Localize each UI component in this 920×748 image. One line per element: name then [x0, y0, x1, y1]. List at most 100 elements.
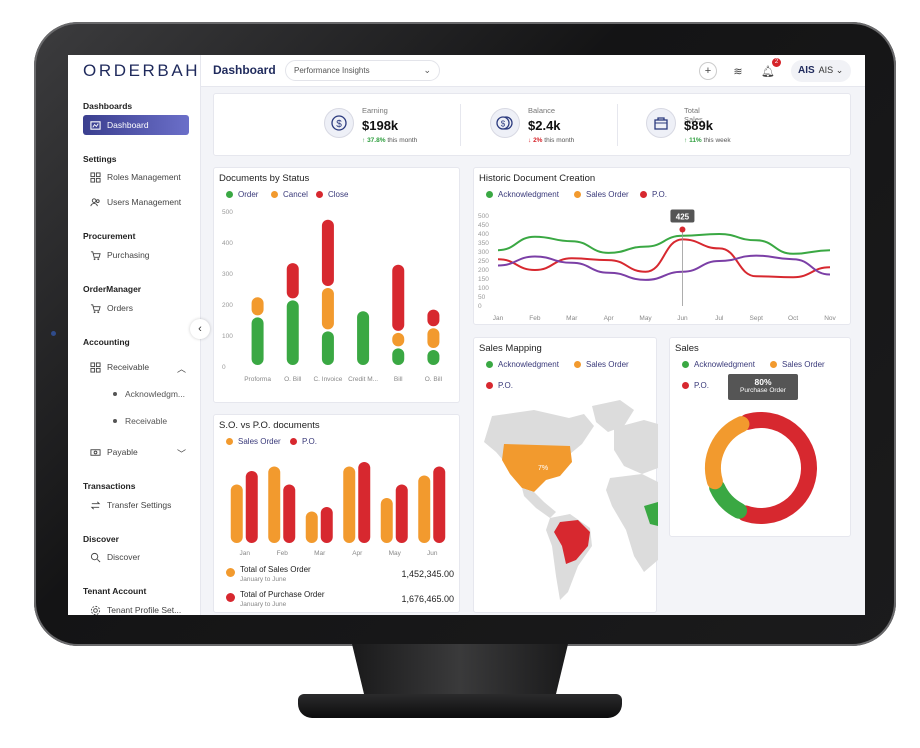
legend-acknowledgment[interactable]: Acknowledgment — [486, 190, 559, 199]
total-sales-order-value: 1,452,345.00 — [401, 569, 454, 579]
user-menu[interactable]: AIS AIS ⌄ — [791, 60, 851, 82]
chevron-down-icon[interactable]: ﹀ — [176, 449, 186, 459]
sales-card: Sales Acknowledgment Sales Order P.O. 80… — [669, 337, 851, 537]
notification-badge: 2 — [772, 58, 781, 67]
insights-select[interactable]: Performance Insights ⌄ — [285, 60, 440, 81]
donut-slice-po — [737, 412, 817, 524]
documents-bar-chart: 0 100 200 300 400 500 Proforma O. Bill C. Invoic… — [222, 209, 443, 383]
bar-order — [427, 349, 440, 365]
bar-order — [321, 331, 334, 365]
card-title: Documents by Status — [219, 173, 310, 184]
sidebar-item-users-management[interactable]: Users Management — [90, 192, 181, 212]
x-tick-label: Apr — [604, 315, 615, 322]
y-tick-label: 300 — [222, 271, 233, 278]
sidebar-item-receivable[interactable]: Receivable — [90, 357, 149, 377]
legend-po[interactable]: P.O. — [486, 381, 513, 390]
map-greenland[interactable] — [592, 400, 634, 432]
legend-acknowledgment[interactable]: Acknowledgment — [682, 360, 755, 369]
coins-icon: $ — [490, 108, 520, 138]
y-tick-label: 300 — [478, 249, 489, 256]
legend-po[interactable]: P.O. — [640, 190, 667, 199]
bullet-icon — [113, 392, 117, 396]
map-africa[interactable] — [606, 474, 658, 572]
sidebar-item-roles-management[interactable]: Roles Management — [90, 167, 181, 187]
map-usa[interactable] — [502, 444, 572, 492]
x-tick-label: Jul — [715, 315, 724, 322]
x-tick-label: Feb — [277, 550, 289, 557]
sidebar-item-orders[interactable]: Orders — [90, 298, 133, 318]
sidebar-item-purchasing[interactable]: Purchasing — [90, 245, 150, 265]
x-tick-label: Bill — [394, 376, 403, 383]
tooltip-value: 425 — [676, 213, 690, 222]
bell-icon: 🔔︎ — [761, 65, 775, 78]
bar-salesorder — [305, 511, 318, 543]
map-africa-highlight[interactable] — [644, 502, 658, 526]
so-vs-po-card: S.O. vs P.O. documents Sales Order P.O. … — [213, 414, 460, 613]
sidebar-item-payable[interactable]: Payable — [90, 442, 138, 462]
highlight-point — [679, 226, 686, 233]
add-button[interactable]: + — [699, 62, 717, 80]
y-tick-label: 200 — [222, 302, 233, 309]
bar-po — [283, 484, 296, 543]
legend-sales-order[interactable]: Sales Order — [574, 190, 629, 199]
y-tick-label: 500 — [478, 213, 489, 220]
monitor-stand-neck — [352, 644, 568, 698]
x-tick-label: Oct — [788, 315, 798, 322]
legend-order[interactable]: Order — [226, 190, 258, 199]
legend-po[interactable]: P.O. — [290, 437, 317, 446]
legend-sales-order[interactable]: Sales Order — [574, 360, 629, 369]
layers-button[interactable]: ≋ — [729, 62, 747, 80]
world-map[interactable]: 7% — [474, 396, 658, 614]
chevron-left-icon: ‹ — [198, 323, 202, 335]
sidebar-item-tenant-profile[interactable]: Tenant Profile Set... — [90, 600, 181, 615]
legend-cancel[interactable]: Cancel — [271, 190, 308, 199]
bar-salesorder — [268, 466, 281, 543]
y-tick-label: 500 — [222, 209, 233, 216]
total-sales-order: Total of Sales Order January to June — [226, 565, 311, 583]
x-tick-label: Mar — [566, 315, 578, 322]
map-central-america[interactable] — [522, 488, 556, 518]
legend-sales-order[interactable]: Sales Order — [770, 360, 825, 369]
y-tick-label: 200 — [478, 267, 489, 274]
legend-close[interactable]: Close — [316, 190, 348, 199]
bar-po — [320, 507, 333, 543]
card-title: Sales Mapping — [479, 343, 542, 354]
arrow-down-icon: ↓ — [528, 137, 534, 144]
bar-po — [245, 471, 258, 543]
total-purchase-order: Total of Purchase Order January to June — [226, 590, 324, 608]
grid-icon — [90, 171, 101, 183]
map-brazil[interactable] — [554, 520, 590, 564]
y-tick-label: 0 — [222, 364, 226, 371]
sidebar-section-discover: Discover — [83, 534, 119, 544]
tooltip-box — [670, 209, 695, 223]
sidebar-subitem-acknowledgment[interactable]: Acknowledgm... — [113, 389, 185, 399]
y-tick-label: 400 — [222, 240, 233, 247]
bar-close — [392, 264, 405, 331]
discover-icon — [90, 552, 101, 562]
series-line-acknowledgment — [497, 232, 831, 255]
sidebar-subitem-receivable[interactable]: Receivable — [113, 416, 167, 426]
bar-cancel — [251, 297, 264, 316]
y-tick-label: 400 — [478, 231, 489, 238]
card-title: Historic Document Creation — [479, 173, 596, 184]
brand-logo[interactable]: ORDERBAHN™ — [83, 61, 220, 80]
sidebar-item-discover[interactable]: Discover — [90, 547, 140, 567]
bar-salesorder — [343, 466, 356, 543]
dashboard-icon — [90, 120, 101, 130]
arrow-up-icon: ↑ — [684, 137, 690, 144]
page-title: Dashboard — [213, 63, 276, 77]
legend-sales-order[interactable]: Sales Order — [226, 437, 281, 446]
notifications-button[interactable]: 🔔︎ — [759, 62, 777, 80]
sidebar-collapse-button[interactable]: ‹ — [190, 319, 210, 339]
donut-tooltip: 80% Purchase Order — [728, 374, 798, 400]
sidebar-item-dashboard[interactable]: Dashboard — [83, 115, 189, 135]
bullet-icon — [113, 419, 117, 423]
x-tick-label: Jan — [240, 550, 251, 557]
map-europe[interactable] — [614, 420, 658, 474]
x-tick-label: C. Invoice — [313, 376, 342, 383]
camera-dot — [51, 331, 56, 336]
chevron-up-icon[interactable]: ︿ — [176, 364, 186, 374]
legend-po[interactable]: P.O. — [682, 381, 709, 390]
sidebar-item-transfer-settings[interactable]: Transfer Settings — [90, 495, 171, 515]
legend-acknowledgment[interactable]: Acknowledgment — [486, 360, 559, 369]
